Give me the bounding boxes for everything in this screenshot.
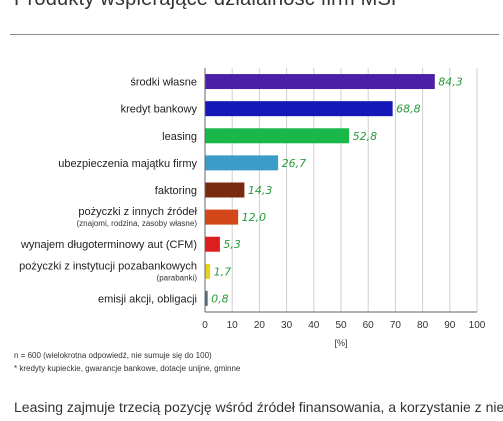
x-tick-label: 20 xyxy=(254,320,266,331)
data-label: 26,7 xyxy=(282,157,307,170)
bar xyxy=(205,263,211,279)
data-label: 52,8 xyxy=(353,130,378,143)
bar xyxy=(205,74,435,90)
category-sublabel: (parabanki) xyxy=(157,273,198,282)
bar xyxy=(205,209,239,225)
x-tick-label: 70 xyxy=(390,320,402,331)
data-label: 12,0 xyxy=(242,211,267,224)
bar xyxy=(205,155,279,171)
category-label: pożyczki z instytucji pozabankowych xyxy=(19,260,197,272)
category-label: emisji akcji, obligacji xyxy=(98,293,197,305)
x-tick-label: 40 xyxy=(308,320,320,331)
category-label: środki własne xyxy=(130,77,197,89)
category-label: ubezpieczenia majątku firmy xyxy=(58,158,197,170)
bar xyxy=(205,182,245,198)
data-label: 68,8 xyxy=(396,103,421,116)
bar xyxy=(205,101,393,117)
category-label: faktoring xyxy=(155,185,197,197)
x-tick-label: 80 xyxy=(417,320,429,331)
data-label: 84,3 xyxy=(438,76,463,89)
category-sublabel: (znajomi, rodzina, zasoby własne) xyxy=(77,219,198,228)
x-tick-label: 90 xyxy=(444,320,456,331)
category-label: kredyt bankowy xyxy=(121,104,198,116)
bar xyxy=(205,128,350,144)
x-tick-label: 100 xyxy=(469,320,486,331)
footnote: * kredyty kupieckie, gwarancje bankowe, … xyxy=(14,364,241,373)
category-label: wynajem długoterminowy aut (CFM) xyxy=(20,239,197,251)
x-tick-label: 60 xyxy=(363,320,375,331)
data-label: 1,7 xyxy=(214,265,232,278)
x-tick-label: 0 xyxy=(202,320,208,331)
bar xyxy=(205,236,220,252)
data-label: 0,8 xyxy=(211,292,229,305)
data-label: 5,3 xyxy=(223,238,241,251)
sample-note: n = 600 (wielokrotna odpowiedź, nie sumu… xyxy=(14,351,212,360)
body-paragraph: Leasing zajmuje trzecią pozycję wśród źr… xyxy=(14,399,503,415)
category-label: pożyczki z innych źródeł xyxy=(78,206,197,218)
data-label: 14,3 xyxy=(248,184,273,197)
x-tick-label: 50 xyxy=(335,320,347,331)
x-axis-label: [%] xyxy=(334,338,347,348)
chart-title: Produkty wspierające działalność firm MŚ… xyxy=(14,0,405,11)
bar xyxy=(205,290,208,306)
title-divider xyxy=(10,34,499,35)
x-tick-label: 10 xyxy=(227,320,239,331)
x-tick-label: 30 xyxy=(281,320,293,331)
category-label: leasing xyxy=(162,131,197,143)
